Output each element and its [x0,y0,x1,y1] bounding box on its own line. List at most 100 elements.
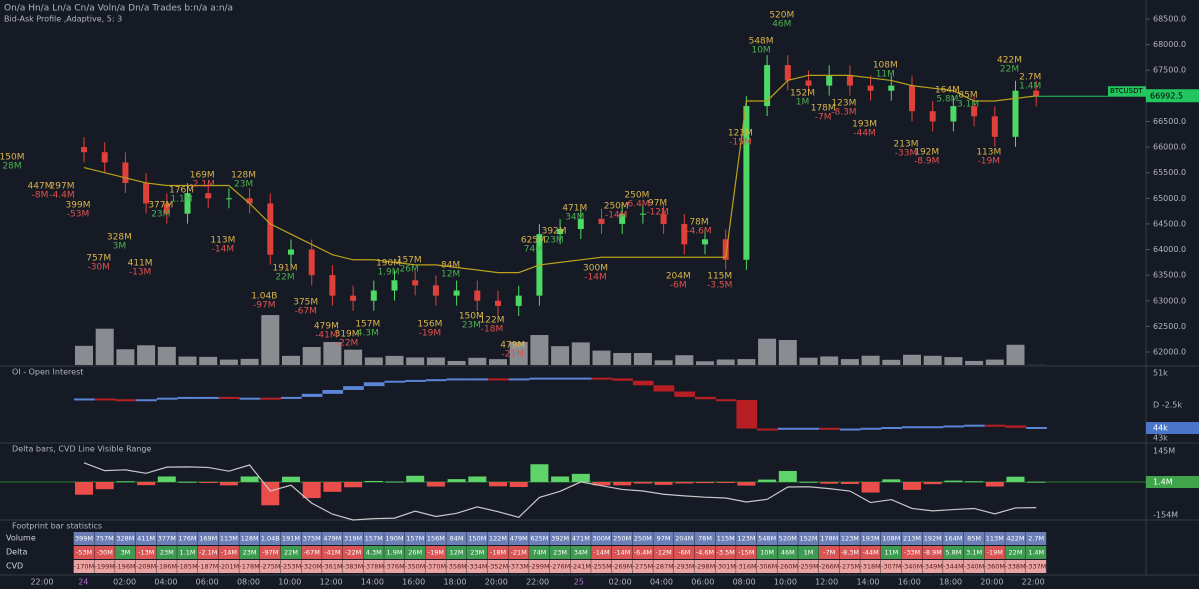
stat-cell [777,546,798,559]
bar-delta-note: 3.1M [957,100,979,110]
stat-cell-text: -275M [633,563,653,571]
price-label: 66500.0 [1153,117,1186,126]
delta-bar [592,482,611,486]
bar-volume-note: 169M [190,171,215,181]
bar-volume-note: 84M [441,261,460,271]
bar-delta-note: -14M [605,211,627,221]
stat-cell-text: 411M [137,535,155,543]
stat-cell [115,546,136,559]
delta-bar [758,479,777,482]
time-label: 02:00 [609,578,632,587]
bar-volume-note: 122M [480,316,505,326]
candle-body [805,80,812,86]
bar-delta-note: 3M [113,242,127,252]
oi-bar [715,399,737,402]
stat-cell [487,546,508,559]
delta-bar [199,482,218,483]
stat-cell-text: 377M [158,535,176,543]
stat-cell [425,532,446,545]
bar-delta-note: -53M [67,210,89,220]
oi-bar [612,378,633,381]
delta-bar [364,480,383,482]
symbol-tag [1108,86,1146,97]
oi-axis-label: 44k [1153,424,1168,433]
bar-volume-note: 113M [976,148,1001,158]
volume-bar [737,359,756,365]
volume-bar [985,359,1004,365]
stat-cell-text: -8.3M [841,549,859,557]
candle-body [867,85,874,91]
stat-cell-text: 1.1M [180,549,196,557]
stat-cell [818,560,840,573]
oi-bar [177,396,199,399]
delta-bar [468,476,487,482]
volume-bar [944,357,963,365]
stat-cell-text: 4.3M [366,549,382,557]
stat-cell-text: -344M [943,563,963,571]
oi-bar [881,427,902,429]
stat-cell-text: -14M [614,549,630,557]
stat-cell-text: 123M [737,535,755,543]
stat-cell-text: -275M [260,563,280,571]
price-label: 68500.0 [1153,15,1186,24]
stat-cell [860,546,881,559]
stat-cell-text: -358M [446,563,466,571]
delta-bar [903,482,921,490]
oi-bar [922,426,944,429]
candle-body [743,106,750,260]
candle-body [225,198,232,200]
bar-delta-note: -41M [315,331,337,341]
delta-bar [737,482,756,486]
stat-cell-text: 108M [882,535,900,543]
oi-bar [591,377,613,380]
delta-bar [944,480,963,482]
stat-cell-text: 5.8M [945,549,961,557]
stat-cell [342,546,364,559]
bar-delta-note: 4.3M [357,329,379,339]
stat-cell [922,532,943,545]
bar-volume-note: 2.7M [1019,73,1041,83]
oi-bar [777,427,799,430]
bar-delta-note: -6M [670,281,687,291]
stat-cell-text: 23M [470,549,484,557]
bar-delta-note: -2.1M [190,180,215,190]
oi-bar [74,398,95,401]
stat-cell [963,532,985,545]
time-label: 10:00 [278,578,301,587]
stat-cell [156,532,177,545]
oi-bar [115,399,137,402]
bar-volume-note: 300M [583,264,608,274]
oi-bar [425,379,447,382]
bar-delta-note: 23M [544,236,563,246]
stat-cell-text: 12M [450,549,464,557]
delta-bar [509,482,528,488]
stat-cell-text: 757M [96,535,114,543]
oi-bar [94,398,116,401]
oi-bar [839,428,861,431]
row-label: Volume [6,534,36,543]
delta-bar [344,482,363,488]
volume-bar [178,356,197,365]
stat-cell [529,546,550,559]
delta-bar [530,464,549,482]
oi-bar [695,396,716,400]
bar-volume-note: 123M [728,129,753,139]
stat-cell [694,560,715,573]
stat-cell [301,560,322,573]
stat-cell [632,546,653,559]
stat-cell [1005,546,1026,559]
bar-volume-note: 392M [542,227,567,237]
stat-cell-text: -3.5M [717,549,735,557]
bar-delta-note: 12M [441,270,460,280]
stat-cell-text: 190M [385,535,403,543]
volume-bar [654,360,673,365]
bar-volume-note: 411M [128,259,153,269]
volume-bar [861,355,880,365]
stat-cell [777,560,798,573]
stat-cell-text: -8.9M [924,549,942,557]
stat-cell-text: 10M [760,549,774,557]
stat-cell-text: 250M [613,535,631,543]
volume-bar [489,359,507,365]
volume-bar [633,353,652,365]
price-label: 64500.0 [1153,219,1186,228]
